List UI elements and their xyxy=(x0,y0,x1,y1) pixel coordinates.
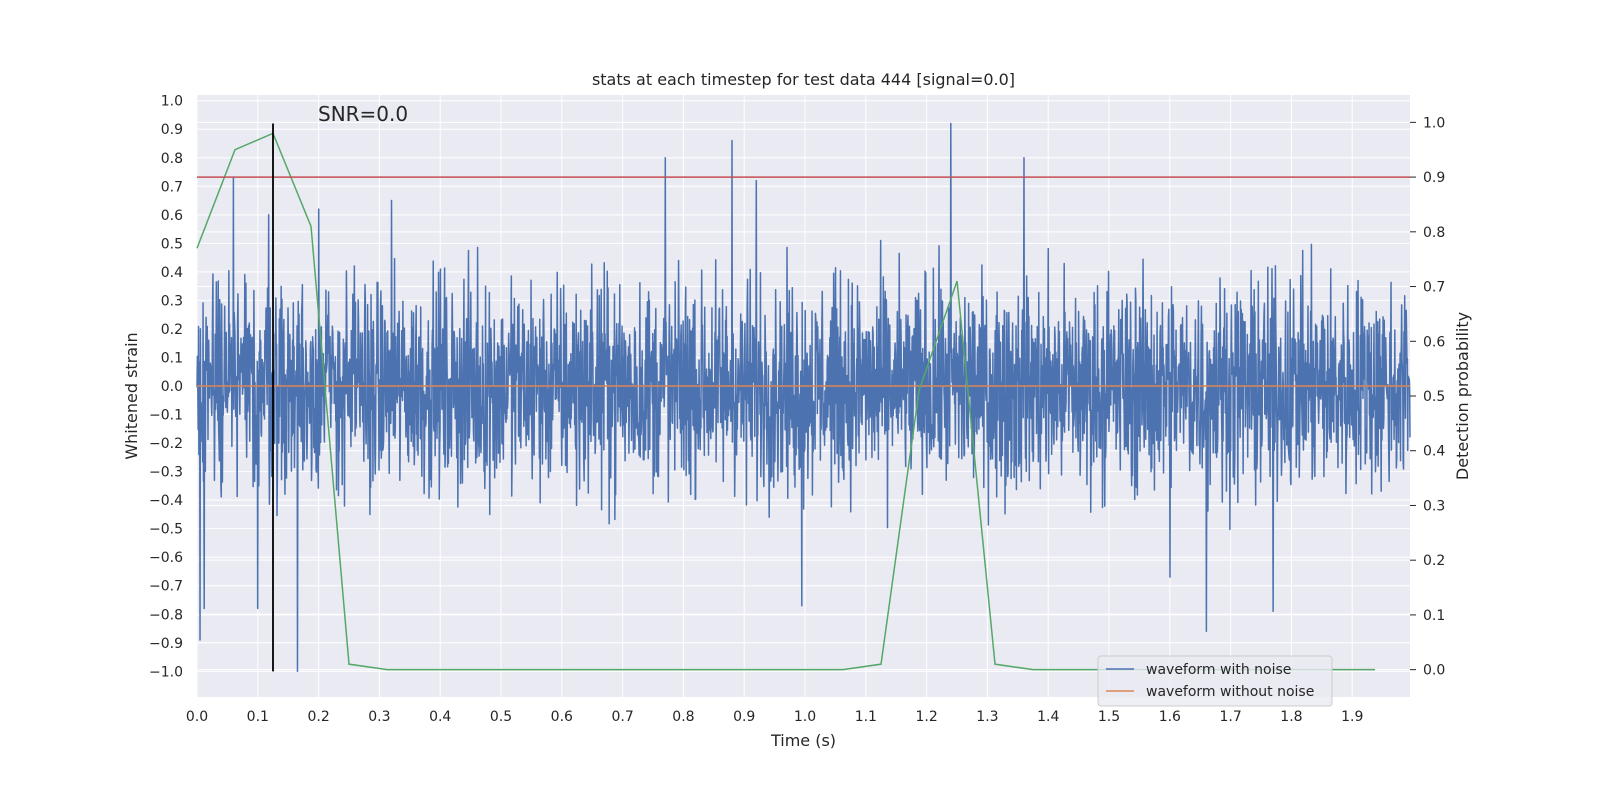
y2-tick-label: 0.8 xyxy=(1423,225,1445,241)
y2-tick-label: 0.7 xyxy=(1423,280,1445,296)
y-tick-label: 0.1 xyxy=(161,350,183,366)
snr-annotation: SNR=0.0 xyxy=(318,102,408,126)
x-tick-label: 0.7 xyxy=(611,709,633,725)
x-tick-label: 0.8 xyxy=(672,709,694,725)
x-tick-label: 1.5 xyxy=(1098,709,1120,725)
x-tick-label: 0.3 xyxy=(368,709,390,725)
x-tick-label: 0.4 xyxy=(429,709,451,725)
y2-tick-label: 0.2 xyxy=(1423,553,1445,569)
x-axis-label: Time (s) xyxy=(770,731,836,750)
legend-label-waveform-without-noise: waveform without noise xyxy=(1146,684,1314,700)
y-axis-label: Whitened strain xyxy=(122,332,141,459)
reference-lines xyxy=(197,123,1410,672)
y-tick-label: 0.5 xyxy=(161,236,183,252)
y2-tick-label: 0.4 xyxy=(1423,444,1445,460)
y2-tick-label: 0.9 xyxy=(1423,170,1445,186)
y-tick-label: −1.0 xyxy=(149,664,183,680)
y-tick-label: 0.9 xyxy=(161,122,183,138)
y-tick-label: −0.6 xyxy=(149,550,183,566)
legend-box xyxy=(1097,655,1333,707)
y-tick-label: −0.9 xyxy=(149,636,183,652)
y-tick-label: −0.2 xyxy=(149,436,183,452)
x-tick-label: 1.8 xyxy=(1280,709,1302,725)
x-tick-label: 1.4 xyxy=(1037,709,1059,725)
series-waveform-with-noise xyxy=(196,122,1411,673)
x-tick-label: 1.0 xyxy=(794,709,816,725)
x-tick-label: 0.2 xyxy=(307,709,329,725)
y-tick-label: 0.2 xyxy=(161,322,183,338)
x-tick-label: 0.5 xyxy=(490,709,512,725)
axes: 1.0 0.9 0.8 0.7 0.6 0.5 0.4 0.3 0.2 0.1 0.0 −0.1 −0.… xyxy=(149,94,1445,725)
y-tick-label: 0.6 xyxy=(161,208,183,224)
y-tick-label: −0.3 xyxy=(149,465,183,481)
y2-tick-label: 0.0 xyxy=(1423,663,1445,679)
y-tick-label: 0.3 xyxy=(161,293,183,309)
y-tick-label: 0.4 xyxy=(161,265,183,281)
y-tick-label: −0.4 xyxy=(149,493,183,509)
x-tick-label: 1.3 xyxy=(976,709,998,725)
y-tick-label: 0.7 xyxy=(161,179,183,195)
y-tick-label: −0.8 xyxy=(149,607,183,623)
x-tick-label: 0.6 xyxy=(551,709,573,725)
x-tick-label: 1.7 xyxy=(1220,709,1242,725)
legend: waveform with noise waveform without noi… xyxy=(1097,655,1333,707)
x-tick-label: 1.6 xyxy=(1159,709,1181,725)
y-tick-label: 0.0 xyxy=(161,379,183,395)
y-tick-label: −0.7 xyxy=(149,579,183,595)
y-tick-label: 0.8 xyxy=(161,151,183,167)
y2-tick-label: 0.6 xyxy=(1423,334,1445,350)
y-tick-label: 1.0 xyxy=(161,94,183,110)
y2-axis-label: Detection probability xyxy=(1453,312,1472,480)
legend-label-waveform-with-noise: waveform with noise xyxy=(1146,662,1291,678)
x-tick-label: 0.0 xyxy=(186,709,208,725)
y2-tick-label: 0.5 xyxy=(1423,389,1445,405)
y2-tick-label: 0.1 xyxy=(1423,608,1445,624)
x-tick-label: 1.1 xyxy=(855,709,877,725)
x-tick-label: 0.9 xyxy=(733,709,755,725)
x-tick-label: 0.1 xyxy=(247,709,269,725)
x-tick-label: 1.9 xyxy=(1341,709,1363,725)
y2-tick-label: 0.3 xyxy=(1423,498,1445,514)
chart-title: stats at each timestep for test data 444… xyxy=(592,70,1015,89)
y-tick-label: −0.1 xyxy=(149,408,183,424)
y2-tick-label: 1.0 xyxy=(1423,115,1445,131)
y-tick-label: −0.5 xyxy=(149,522,183,538)
x-tick-label: 1.2 xyxy=(915,709,937,725)
